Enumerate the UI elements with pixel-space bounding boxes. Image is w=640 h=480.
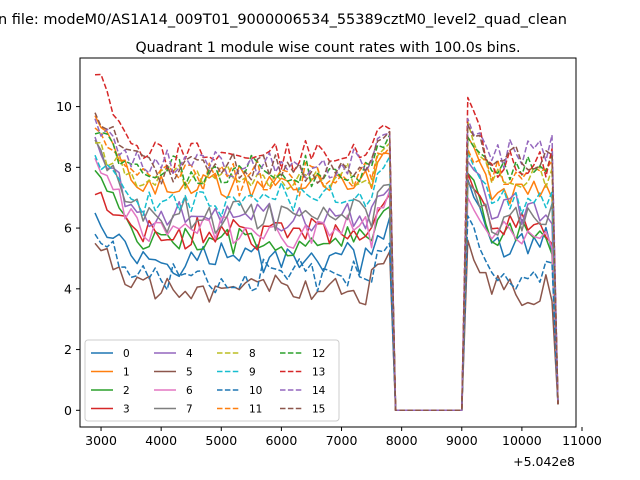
legend-label: 9 (249, 367, 256, 379)
legend-label: 13 (312, 367, 325, 379)
series-line-15 (94, 112, 559, 412)
x-tick-label: 4000 (145, 433, 177, 448)
x-tick-label: 6000 (265, 433, 297, 448)
legend-box (84, 339, 340, 422)
legend-entry-6[interactable]: 6 (154, 385, 193, 397)
legend-label: 12 (312, 348, 325, 360)
legend-label: 8 (249, 348, 256, 360)
legend-entry-5[interactable]: 5 (154, 367, 193, 379)
y-tick-label: 10 (56, 99, 72, 114)
axes-frame (79, 57, 577, 428)
x-tick-label: 9000 (446, 433, 478, 448)
plot-area (94, 73, 559, 412)
legend-entry-9[interactable]: 9 (217, 367, 256, 379)
x-tick-label: 11000 (562, 433, 602, 448)
legend-label: 15 (312, 404, 325, 416)
y-tick-label: 4 (64, 281, 72, 296)
legend-entry-13[interactable]: 13 (280, 367, 325, 379)
legend-entry-2[interactable]: 2 (91, 385, 130, 397)
legend-label: 0 (123, 348, 130, 360)
legend-entry-15[interactable]: 15 (280, 404, 325, 416)
y-axis: 0 2 4 6 8 10 (56, 99, 80, 418)
legend-label: 4 (186, 348, 193, 360)
legend-entry-12[interactable]: 12 (280, 348, 325, 360)
x-tick-label: 3000 (85, 433, 117, 448)
legend-entry-11[interactable]: 11 (217, 404, 262, 416)
legend-label: 2 (123, 385, 130, 397)
legend-entry-7[interactable]: 7 (154, 404, 193, 416)
legend-label: 5 (186, 367, 193, 379)
legend-label: 6 (186, 385, 193, 397)
series-line-13 (94, 73, 559, 412)
series-line-12 (94, 131, 559, 412)
y-tick-label: 0 (64, 403, 72, 418)
series-line-2 (94, 169, 559, 412)
x-tick-label: 7000 (326, 433, 358, 448)
y-tick-label: 2 (64, 342, 72, 357)
legend-label: 14 (312, 385, 326, 397)
y-tick-label: 8 (64, 160, 72, 175)
series-line-6 (94, 157, 559, 412)
legend-label: 11 (249, 404, 262, 416)
x-axis: 3000 4000 5000 6000 7000 8000 9000 10000 11000 (85, 427, 602, 448)
series-line-8 (94, 121, 559, 412)
legend-entry-1[interactable]: 1 (91, 367, 130, 379)
x-offset-label: +5.042e8 (513, 454, 575, 469)
chart-title: Quadrant 1 module wise count rates with … (135, 40, 520, 56)
legend-entry-0[interactable]: 0 (91, 348, 130, 360)
series-line-5 (94, 239, 559, 412)
y-tick-label: 6 (64, 221, 72, 236)
legend-label: 10 (249, 385, 262, 397)
legend-label: 1 (123, 367, 130, 379)
series-line-9 (94, 151, 559, 412)
legend-label: 3 (123, 404, 130, 416)
legend-entry-8[interactable]: 8 (217, 348, 256, 360)
legend-label: 7 (186, 404, 193, 416)
x-tick-label: 5000 (205, 433, 237, 448)
series-line-14 (94, 117, 559, 412)
legend-entry-14[interactable]: 14 (280, 385, 326, 397)
x-tick-label: 8000 (386, 433, 418, 448)
x-tick-label: 10000 (502, 433, 542, 448)
series-line-10 (94, 215, 559, 412)
legend-entry-10[interactable]: 10 (217, 385, 262, 397)
legend-entry-3[interactable]: 3 (91, 404, 130, 416)
figure-suptitle: n file: modeM0/AS1A14_009T01_9000006534_… (0, 12, 567, 28)
series-line-7 (94, 139, 559, 412)
legend-entry-4[interactable]: 4 (154, 348, 193, 360)
